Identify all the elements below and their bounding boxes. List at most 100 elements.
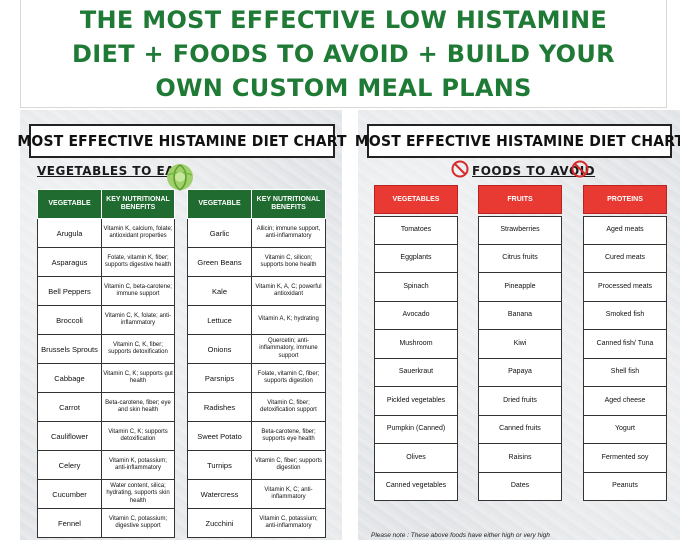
- avoid-food-item: Pumpkin (Canned): [374, 415, 458, 444]
- avoid-column-vegetables: VEGETABLES Tomatoes Eggplants Spinach Avocad…: [374, 185, 458, 501]
- vegetable-benefits: Vitamin C, K; supports gut health: [101, 363, 175, 393]
- vegetable-benefits: Vitamin C, potassium; digestive support: [101, 508, 175, 538]
- avoid-food-item: Aged cheese: [583, 387, 667, 416]
- vegetable-name: Onions: [187, 334, 252, 364]
- vegetable-name: Fennel: [37, 508, 102, 538]
- vegetable-name: Watercress: [187, 479, 252, 509]
- table-row: Garlic Allicin; immune support, anti-infl…: [187, 218, 326, 248]
- table-row: Lettuce Vitamin A, K; hydrating: [187, 305, 326, 335]
- table-row: Parsnips Folate, vitamin C, fiber; suppor…: [187, 363, 326, 393]
- vegetable-benefits: Vitamin K, A, C; powerful antioxidant: [251, 276, 326, 306]
- avoid-food-item: Mushroom: [374, 330, 458, 359]
- table-row: Sweet Potato Beta-carotene, fiber; suppor…: [187, 421, 326, 451]
- avoid-food-item: Smoked fish: [583, 301, 667, 330]
- vegetables-table-2: VEGETABLE KEY NUTRITIONAL BENEFITS Garli…: [187, 189, 326, 538]
- table-row: Fennel Vitamin C, potassium; digestive su…: [37, 508, 175, 538]
- table-row: Green Beans Vitamin C, silicon; supports …: [187, 247, 326, 277]
- vegetable-name: Lettuce: [187, 305, 252, 335]
- banner-title-line-2: DIET + FOODS TO AVOID + BUILD YOUR: [72, 39, 615, 68]
- no-sign-icon: [451, 160, 469, 178]
- avoid-column-proteins: PROTEINS Aged meats Cured meats Processed m…: [583, 185, 667, 501]
- avoid-food-item: Dates: [478, 472, 562, 501]
- vegetable-benefits: Beta-carotene, fiber; eye and skin healt…: [101, 392, 175, 422]
- vegetable-name: Cucumber: [37, 479, 102, 509]
- avoid-food-item: Sauerkraut: [374, 358, 458, 387]
- vegetable-benefits: Quercetin; anti-inflammatory, immune sup…: [251, 334, 326, 364]
- avoid-column-header: PROTEINS: [583, 185, 667, 214]
- avoid-food-item: Spinach: [374, 273, 458, 302]
- vegetable-benefits: Allicin; immune support, anti-inflammato…: [251, 218, 326, 248]
- vegetable-benefits: Vitamin C, K, folate; anti-inflammatory: [101, 305, 175, 335]
- column-header-vegetable: VEGETABLE: [187, 189, 252, 219]
- vegetable-benefits: Beta-carotene, fiber; supports eye healt…: [251, 421, 326, 451]
- vegetable-name: Cauliflower: [37, 421, 102, 451]
- avoid-food-item: Yogurt: [583, 415, 667, 444]
- table-row: Cauliflower Vitamin C, K; supports detoxi…: [37, 421, 175, 451]
- cabbage-icon: [167, 164, 193, 191]
- avoid-food-item: Pineapple: [478, 273, 562, 302]
- vegetable-benefits: Vitamin C, K; supports detoxification: [101, 421, 175, 451]
- table-row: Turnips Vitamin C, fiber; supports digest…: [187, 450, 326, 480]
- vegetable-name: Radishes: [187, 392, 252, 422]
- table-row: Arugula Vitamin K, calcium, folate; antio…: [37, 218, 175, 248]
- vegetable-benefits: Water content, silica; hydrating, suppor…: [101, 479, 175, 509]
- avoid-food-item: Papaya: [478, 358, 562, 387]
- avoid-food-item: Fermented soy: [583, 444, 667, 473]
- foods-to-avoid-label: FOODS TO AVOID: [472, 164, 596, 178]
- avoid-food-item: Cured meats: [583, 244, 667, 273]
- vegetable-name: Garlic: [187, 218, 252, 248]
- avoid-column-header: VEGETABLES: [374, 185, 458, 214]
- table-row: Carrot Beta-carotene, fiber; eye and skin…: [37, 392, 175, 422]
- avoid-food-item: Raisins: [478, 444, 562, 473]
- column-header-vegetable: VEGETABLE: [37, 189, 102, 219]
- vegetable-benefits: Vitamin C, fiber; detoxification support: [251, 392, 326, 422]
- vegetable-name: Green Beans: [187, 247, 252, 277]
- vegetable-name: Brussels Sprouts: [37, 334, 102, 364]
- column-header-benefits: KEY NUTRITIONAL BENEFITS: [251, 189, 326, 219]
- vegetable-benefits: Folate, vitamin C, fiber; supports diges…: [251, 363, 326, 393]
- vegetable-name: Zucchini: [187, 508, 252, 538]
- vegetable-benefits: Vitamin C, fiber; supports digestion: [251, 450, 326, 480]
- avoid-food-item: Canned vegetables: [374, 472, 458, 501]
- avoid-food-item: Pickled vegetables: [374, 387, 458, 416]
- vegetable-name: Celery: [37, 450, 102, 480]
- avoid-food-item: Banana: [478, 301, 562, 330]
- no-sign-icon: [571, 160, 589, 178]
- vegetable-benefits: Vitamin C, silicon; supports bone health: [251, 247, 326, 277]
- table-row: Broccoli Vitamin C, K, folate; anti-infla…: [37, 305, 175, 335]
- vegetable-name: Bell Peppers: [37, 276, 102, 306]
- avoid-food-item: Citrus fruits: [478, 244, 562, 273]
- avoid-column-fruits: FRUITS Strawberries Citrus fruits Pineapple…: [478, 185, 562, 501]
- table-row: Kale Vitamin K, A, C; powerful antioxidan…: [187, 276, 326, 306]
- table-row: Cucumber Water content, silica; hydrating…: [37, 479, 175, 509]
- vegetable-name: Carrot: [37, 392, 102, 422]
- banner-title-line-1: THE MOST EFFECTIVE LOW HISTAMINE: [79, 5, 608, 34]
- page-banner: THE MOST EFFECTIVE LOW HISTAMINE DIET + …: [20, 0, 667, 108]
- avoid-food-item: Olives: [374, 444, 458, 473]
- avoid-food-item: Eggplants: [374, 244, 458, 273]
- vegetable-name: Kale: [187, 276, 252, 306]
- column-header-benefits: KEY NUTRITIONAL BENEFITS: [101, 189, 175, 219]
- avoid-food-item: Shell fish: [583, 358, 667, 387]
- banner-title-line-3: OWN CUSTOM MEAL PLANS: [155, 73, 532, 102]
- table-row: Asparagus Folate, vitamin K, fiber; suppo…: [37, 247, 175, 277]
- vegetable-name: Asparagus: [37, 247, 102, 277]
- avoid-food-item: Kiwi: [478, 330, 562, 359]
- vegetable-benefits: Vitamin K, calcium, folate; antioxidant …: [101, 218, 175, 248]
- avoid-food-item: Processed meats: [583, 273, 667, 302]
- avoid-food-item: Strawberries: [478, 216, 562, 245]
- vegetable-name: Turnips: [187, 450, 252, 480]
- right-chart-title: MOST EFFECTIVE HISTAMINE DIET CHART: [355, 124, 680, 158]
- footnote: Please note : These above foods have eit…: [371, 532, 550, 539]
- vegetable-benefits: Vitamin C, K, fiber; supports detoxifica…: [101, 334, 175, 364]
- vegetable-name: Sweet Potato: [187, 421, 252, 451]
- vegetable-benefits: Vitamin K, C; anti-inflammatory: [251, 479, 326, 509]
- avoid-food-item: Tomatoes: [374, 216, 458, 245]
- vegetable-name: Cabbage: [37, 363, 102, 393]
- vegetables-table-1: VEGETABLE KEY NUTRITIONAL BENEFITS Arugu…: [37, 189, 175, 538]
- avoid-food-item: Canned fish/ Tuna: [583, 330, 667, 359]
- vegetable-benefits: Vitamin C, potassium; anti-inflammatory: [251, 508, 326, 538]
- table-row: Onions Quercetin; anti-inflammatory, immu…: [187, 334, 326, 364]
- left-chart-title: MOST EFFECTIVE HISTAMINE DIET CHART: [17, 124, 347, 158]
- avoid-food-item: Aged meats: [583, 216, 667, 245]
